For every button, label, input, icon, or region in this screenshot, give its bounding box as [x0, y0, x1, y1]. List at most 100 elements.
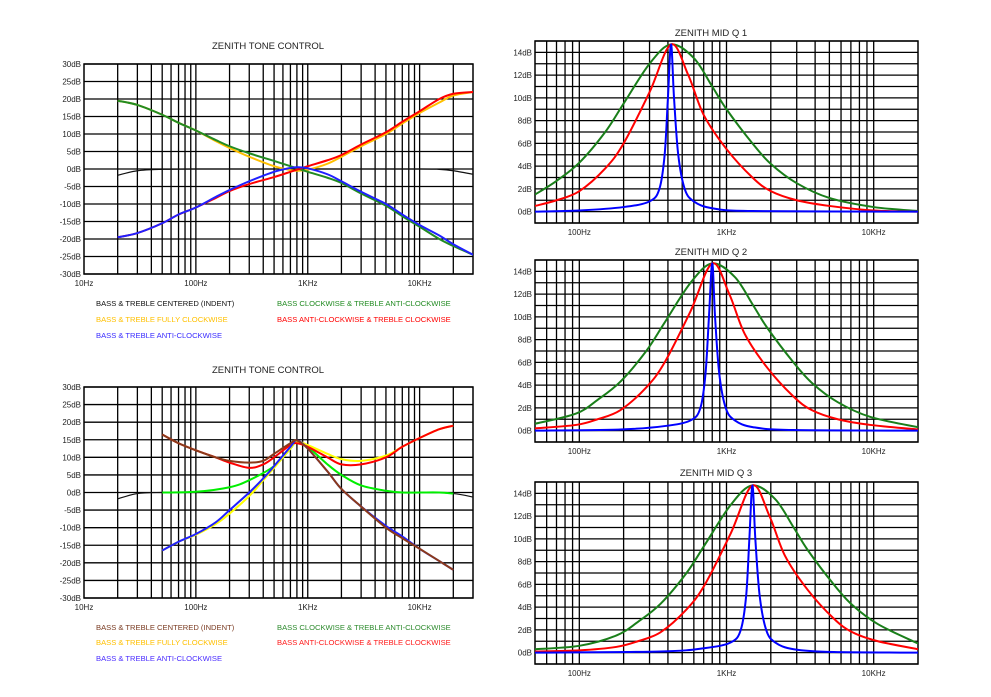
y-tick-label: -20dB: [60, 235, 81, 244]
series-line-1: [535, 484, 918, 651]
y-tick-label: -5dB: [64, 506, 81, 515]
x-tick-label: 10KHz: [862, 447, 886, 456]
chart-title: ZENITH MID Q 1: [675, 28, 747, 39]
y-tick-label: 25dB: [62, 401, 81, 410]
x-tick-label: 100Hz: [184, 603, 207, 612]
series-line-2: [162, 440, 454, 495]
series-line-6: [161, 433, 454, 571]
series-line-3: [117, 99, 473, 256]
x-tick-label: 10KHz: [408, 603, 432, 612]
y-tick-label: 4dB: [518, 381, 532, 390]
x-tick-label: 10KHz: [408, 279, 432, 288]
legend-entry: BASS CLOCKWISE & TREBLE ANTI-CLOCKWISE: [277, 623, 451, 632]
y-tick-label: -25dB: [60, 576, 81, 585]
series-line-2: [535, 262, 918, 431]
y-tick-label: 8dB: [518, 336, 532, 345]
x-tick-label: 10KHz: [862, 228, 886, 237]
grid: [83, 386, 474, 599]
y-tick-label: 8dB: [518, 558, 532, 567]
x-tick-label: 100Hz: [568, 447, 591, 456]
chart-4: ZENITH MID Q 2 14dB 12dB 10dB 8dB 6dB 4dB 2dB 0d…: [513, 247, 919, 456]
x-tick-label: 100Hz: [184, 279, 207, 288]
series-line-3: [535, 484, 918, 654]
x-tick-label: 1KHz: [298, 279, 318, 288]
y-tick-label: 10dB: [62, 453, 81, 462]
y-tick-label: -15dB: [60, 541, 81, 550]
y-tick-label: 2dB: [518, 404, 532, 413]
y-tick-label: 5dB: [67, 471, 81, 480]
plot-frame: [83, 386, 474, 599]
y-tick-label: -10dB: [60, 200, 81, 209]
legend-entry: BASS & TREBLE CENTERED (INDENT): [96, 299, 235, 308]
y-tick-label: 15dB: [62, 436, 81, 445]
chart-5: ZENITH MID Q 3 14dB 12dB 10dB 8dB 6dB 4dB 2dB 0d…: [513, 468, 919, 678]
y-tick-label: 20dB: [62, 418, 81, 427]
y-tick-label: 15dB: [62, 113, 81, 122]
x-tick-label: 1KHz: [717, 228, 737, 237]
x-tick-label: 100Hz: [568, 228, 591, 237]
y-tick-label: 6dB: [518, 580, 532, 589]
series-line-2: [535, 43, 918, 213]
y-tick-label: 12dB: [513, 512, 532, 521]
y-tick-label: 14dB: [513, 267, 532, 276]
x-tick-label: 10KHz: [862, 669, 886, 678]
series-line-3: [535, 262, 918, 432]
x-tick-label: 1KHz: [717, 669, 737, 678]
y-tick-label: 5dB: [67, 148, 81, 157]
legend-entry: BASS & TREBLE FULLY CLOCKWISE: [96, 315, 228, 324]
y-tick-label: 8dB: [518, 117, 532, 126]
chart-title: ZENITH TONE CONTROL: [212, 365, 324, 376]
y-tick-label: 25dB: [62, 78, 81, 87]
y-tick-label: 10dB: [513, 535, 532, 544]
legend-entry: BASS & TREBLE CENTERED (INDENT): [96, 623, 235, 632]
x-tick-label: 100Hz: [568, 669, 591, 678]
chart-3: ZENITH MID Q 1 14dB 12dB 10dB 8dB 6dB 4dB 2dB 0d…: [513, 28, 919, 237]
legend-entry: BASS & TREBLE FULLY CLOCKWISE: [96, 638, 228, 647]
x-tick-label: 10Hz: [75, 279, 94, 288]
y-tick-label: 10dB: [513, 313, 532, 322]
y-tick-label: 0dB: [518, 427, 532, 436]
y-tick-label: 12dB: [513, 290, 532, 299]
plot-frame: [534, 481, 919, 665]
y-tick-label: -10dB: [60, 524, 81, 533]
legend-entry: BASS ANTI-CLOCKWISE & TREBLE CLOCKWISE: [277, 315, 451, 324]
series-line-3: [535, 43, 918, 213]
y-tick-label: 30dB: [62, 60, 81, 69]
y-tick-label: -30dB: [60, 594, 81, 603]
y-tick-label: 12dB: [513, 71, 532, 80]
legend-entry: BASS & TREBLE ANTI-CLOCKWISE: [96, 654, 222, 663]
series-line-1: [535, 43, 918, 213]
y-tick-label: -25dB: [60, 253, 81, 262]
y-tick-label: -30dB: [60, 270, 81, 279]
y-tick-label: 2dB: [518, 626, 532, 635]
x-tick-label: 1KHz: [717, 447, 737, 456]
chart-title: ZENITH MID Q 2: [675, 247, 747, 258]
y-tick-label: 0dB: [67, 165, 81, 174]
chart-title: ZENITH TONE CONTROL: [212, 41, 324, 52]
y-tick-label: 10dB: [513, 94, 532, 103]
plot-frame: [534, 40, 919, 224]
x-tick-label: 10Hz: [75, 603, 94, 612]
plot-frame: [83, 63, 474, 275]
legend-entry: BASS & TREBLE ANTI-CLOCKWISE: [96, 331, 222, 340]
y-tick-label: 0dB: [518, 208, 532, 217]
y-tick-label: -15dB: [60, 218, 81, 227]
y-tick-label: 4dB: [518, 162, 532, 171]
y-tick-label: -5dB: [64, 183, 81, 192]
chart-1: ZENITH TONE CONTROL 30dB 25dB 20dB 15dB 10dB 5…: [60, 41, 474, 340]
y-tick-label: 4dB: [518, 603, 532, 612]
legend-entry: BASS ANTI-CLOCKWISE & TREBLE CLOCKWISE: [277, 638, 451, 647]
series-line-2: [535, 484, 918, 653]
chart-title: ZENITH MID Q 3: [680, 468, 752, 479]
grid: [534, 259, 919, 443]
y-tick-label: 14dB: [513, 48, 532, 57]
plot-frame: [534, 259, 919, 443]
y-tick-label: 2dB: [518, 185, 532, 194]
y-tick-label: 6dB: [518, 139, 532, 148]
y-tick-label: 6dB: [518, 358, 532, 367]
y-tick-label: 14dB: [513, 489, 532, 498]
chart-2: ZENITH TONE CONTROL 30dB 25dB 20dB 15dB 10dB 5…: [60, 365, 474, 663]
y-tick-label: 20dB: [62, 95, 81, 104]
y-tick-label: 10dB: [62, 130, 81, 139]
